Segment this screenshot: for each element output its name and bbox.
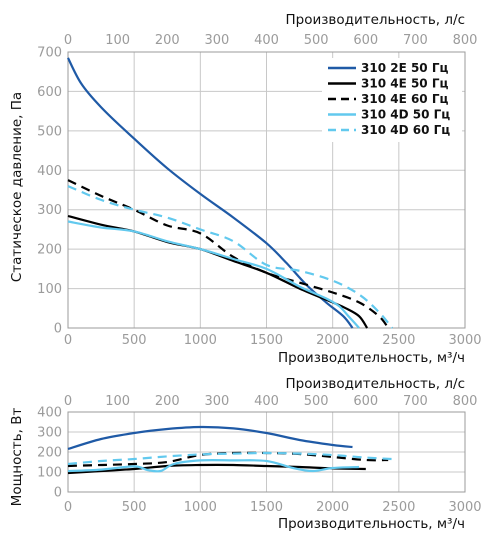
pressure-y-tick-label: 200: [37, 243, 62, 258]
legend-entry-label: 310 4D 50 Гц: [361, 108, 450, 122]
legend-entry-label: 310 4E 50 Гц: [361, 77, 448, 91]
power-x-top-tick-label: 600: [353, 394, 378, 409]
power-x-tick-label: 0: [64, 500, 72, 515]
pressure-x-top-tick-label: 200: [155, 33, 180, 48]
power-plot-frame: [67, 411, 466, 493]
pressure-y-tick-label: 500: [37, 124, 62, 139]
pressure-x-tick-label: 3000: [448, 333, 481, 348]
pressure-plot-frame: [67, 51, 466, 329]
legend-entry-label: 310 4D 60 Гц: [361, 123, 450, 137]
power-series: [67, 425, 393, 475]
pressure-x-tick-label: 1500: [250, 333, 283, 348]
pressure-x-top-tick-label: 300: [204, 33, 229, 48]
power-x-top-tick-label: 700: [403, 394, 428, 409]
pressure-y-tick-label: 700: [37, 46, 62, 61]
power-y-axis-title: Мощность, Вт: [9, 408, 25, 507]
power-series-line-4D50: [67, 459, 360, 473]
pressure-series: [67, 57, 394, 329]
pressure-x-top-tick-label: 400: [254, 33, 279, 48]
pressure-y-tick-label: 400: [37, 164, 62, 179]
power-y-ticks: 0 100 200 300 400: [37, 406, 62, 501]
pressure-y-tick-label: 600: [37, 85, 62, 100]
power-x-top-tick-label: 300: [204, 394, 229, 409]
power-y-tick-label: 0: [54, 486, 62, 501]
legend-entry-label: 310 4E 60 Гц: [361, 92, 448, 106]
power-x-tick-label: 1500: [250, 500, 283, 515]
power-x-tick-label: 3000: [448, 500, 481, 515]
pressure-x-tick-label: 2500: [382, 333, 415, 348]
power-x-top-ticks: 0 100 200 300 400 500 600 700 800: [64, 394, 478, 409]
power-y-tick-label: 400: [37, 406, 62, 421]
power-x-tick-label: 2000: [316, 500, 349, 515]
power-y-tick-label: 100: [37, 466, 62, 481]
power-x-top-tick-label: 500: [304, 394, 329, 409]
power-series-line-4E50: [67, 463, 366, 475]
pressure-series-line-4D60: [67, 185, 394, 329]
bottom-axis-title: Производительность, м³/ч: [278, 350, 465, 366]
pressure-series-line-4D50: [67, 220, 360, 329]
pressure-x-top-ticks: 0 100 200 300 400 500 600 700 800: [64, 33, 478, 48]
pressure-series-line-4E60: [67, 179, 390, 329]
power-x-tick-label: 1000: [184, 500, 217, 515]
top-axis-title: Производительность, л/с: [285, 12, 465, 28]
power-x-tick-label: 500: [122, 500, 147, 515]
pressure-x-top-tick-label: 0: [64, 33, 72, 48]
legend-entry-label: 310 2E 50 Гц: [361, 61, 448, 75]
power-top-axis-title: Производительность, л/с: [285, 376, 465, 392]
pressure-y-tick-label: 100: [37, 282, 62, 297]
power-bottom-axis-title: Производительность, м³/ч: [278, 516, 465, 532]
power-y-tick-label: 300: [37, 426, 62, 441]
pressure-x-tick-label: 1000: [184, 333, 217, 348]
pressure-x-top-tick-label: 700: [403, 33, 428, 48]
power-x-top-tick-label: 800: [453, 394, 478, 409]
pressure-x-top-tick-label: 500: [304, 33, 329, 48]
power-x-tick-label: 2500: [382, 500, 415, 515]
power-series-line-4D60: [67, 451, 393, 466]
pressure-grid: [67, 51, 466, 329]
power-chart: Производительность, л/с 0 500 1000 1500 2000…: [9, 376, 482, 532]
pressure-x-tick-label: 0: [64, 333, 72, 348]
power-frame: [67, 411, 466, 493]
power-x-ticks: 0 500 1000 1500 2000 2500 3000: [64, 500, 482, 515]
y-axis-title: Статическое давление, Па: [9, 92, 25, 282]
pressure-y-tick-label: 300: [37, 203, 62, 218]
power-y-tick-label: 200: [37, 446, 62, 461]
power-x-top-tick-label: 100: [105, 394, 130, 409]
pressure-series-line-4E50: [67, 214, 369, 329]
pressure-x-top-tick-label: 100: [105, 33, 130, 48]
power-x-top-tick-label: 400: [254, 394, 279, 409]
pressure-chart: Производительность, л/с 0 500 1000 1500 2000…: [9, 12, 482, 366]
pressure-y-tick-label: 0: [54, 322, 62, 337]
power-x-top-tick-label: 200: [155, 394, 180, 409]
pressure-frame: [67, 51, 466, 329]
pressure-x-tick-label: 2000: [316, 333, 349, 348]
power-series-line-2E50: [67, 425, 353, 451]
pressure-y-ticks: 0 100 200 300 400 500 600 700: [37, 46, 62, 337]
pressure-x-top-tick-label: 800: [453, 33, 478, 48]
pressure-x-top-tick-label: 600: [353, 33, 378, 48]
pressure-x-ticks: 0 500 1000 1500 2000 2500 3000: [64, 333, 482, 348]
pressure-x-tick-label: 500: [122, 333, 147, 348]
pressure-series-line-2E50: [67, 57, 354, 329]
power-x-top-tick-label: 0: [64, 394, 72, 409]
